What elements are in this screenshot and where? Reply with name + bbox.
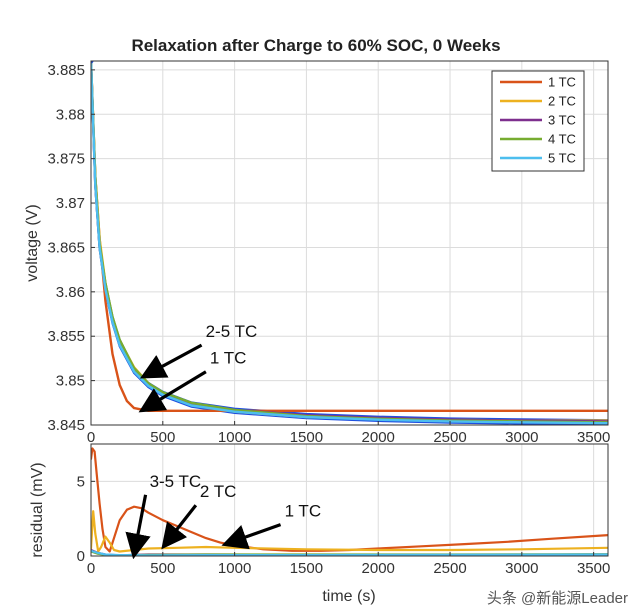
voltage-x-tick-label: 3000 [505, 429, 538, 446]
voltage-x-tick-label: 500 [150, 429, 175, 446]
residual-annotation-arrow [221, 523, 282, 550]
legend-label-2-tc: 2 TC [548, 94, 576, 109]
voltage-start-marker [91, 61, 94, 64]
voltage-y-tick-label: 3.86 [56, 284, 85, 301]
legend-label-4-tc: 4 TC [548, 132, 576, 147]
voltage-annotations: 2-5 TC 1 TC [138, 322, 258, 413]
chart-title: Relaxation after Charge to 60% SOC, 0 We… [131, 36, 500, 55]
x-axis-label: time (s) [322, 588, 375, 605]
voltage-series-lines [91, 61, 608, 425]
voltage-x-tick-label: 1500 [290, 429, 323, 446]
legend: 1 TC 2 TC 3 TC 4 TC 5 TC [491, 70, 585, 172]
voltage-gridlines [91, 61, 608, 425]
voltage-y-tick-label: 3.845 [47, 417, 85, 434]
residual-x-tick-label: 3000 [505, 560, 538, 577]
residual-annotation-label: 3-5 TC [150, 472, 202, 491]
voltage-tick-labels: 0 500 1000 1500 2000 2500 3000 3500 3.845 3.85 3.8… [47, 62, 610, 446]
voltage-y-tick-label: 3.875 [47, 151, 85, 168]
voltage-x-tick-label: 2500 [433, 429, 466, 446]
residual-annotations: 3-5 TC2 TC 1 TC [125, 472, 322, 560]
residual-x-tick-label: 1500 [290, 560, 323, 577]
voltage-y-tick-label: 3.85 [56, 373, 85, 390]
voltage-y-tick-label: 3.87 [56, 195, 85, 212]
voltage-annotation-label: 1 TC [210, 349, 247, 368]
legend-label-3-tc: 3 TC [548, 113, 576, 128]
residual-x-tick-label: 2000 [362, 560, 395, 577]
residual-annotation-label: 1 TC [285, 502, 322, 521]
voltage-y-tick-label: 3.885 [47, 62, 85, 79]
residual-x-tick-label: 500 [150, 560, 175, 577]
voltage-y-tick-label: 3.88 [56, 106, 85, 123]
voltage-y-tick-label: 3.865 [47, 239, 85, 256]
voltage-x-tick-label: 2000 [362, 429, 395, 446]
residual-y-tick-label: 5 [77, 473, 85, 490]
voltage-y-tick-label: 3.855 [47, 328, 85, 345]
voltage-axes-box [90, 60, 609, 426]
voltage-y-axis-label: voltage (V) [24, 204, 41, 281]
voltage-x-tick-label: 1000 [218, 429, 251, 446]
residual-x-tick-label: 2500 [433, 560, 466, 577]
voltage-annotation-arrow [139, 343, 203, 379]
residual-tick-labels: 0 500 1000 1500 2000 2500 3000 3500 0 5 [77, 473, 611, 577]
voltage-x-tick-label: 3500 [577, 429, 610, 446]
watermark: 头条 @新能源Leader [487, 590, 628, 607]
voltage-annotation-label: 2-5 TC [206, 322, 258, 341]
residual-annotation-arrow [125, 494, 151, 560]
residual-x-tick-label: 1000 [218, 560, 251, 577]
residual-annotation-arrow [161, 504, 198, 550]
residual-gridlines [91, 444, 608, 556]
residual-y-tick-label: 0 [77, 548, 85, 565]
residual-x-tick-label: 0 [87, 560, 95, 577]
residual-y-axis-label: residual (mV) [29, 462, 46, 557]
residual-axes-box [90, 443, 609, 557]
residual-x-tick-label: 3500 [577, 560, 610, 577]
voltage-annotation-arrow [138, 370, 207, 413]
legend-items: 1 TC 2 TC 3 TC 4 TC 5 TC [500, 75, 576, 166]
residual-annotation-label: 2 TC [200, 482, 237, 501]
legend-label-5-tc: 5 TC [548, 151, 576, 166]
voltage-x-tick-label: 0 [87, 429, 95, 446]
residual-panel: 0 500 1000 1500 2000 2500 3000 3500 0 5 residual … [29, 443, 611, 605]
legend-label-1-tc: 1 TC [548, 75, 576, 90]
